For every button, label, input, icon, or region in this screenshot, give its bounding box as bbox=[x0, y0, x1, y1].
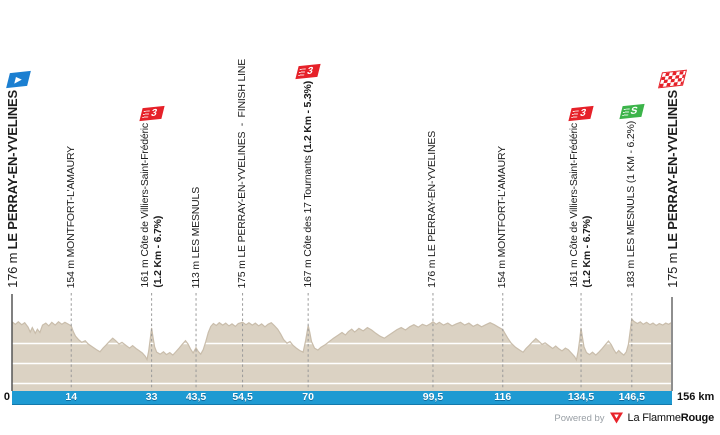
brand-name: La FlammeRouge bbox=[627, 412, 715, 424]
distance-axis-bar: 14 33 43,5 54,5 70 99,5 116 134,5 146,5 bbox=[12, 391, 672, 405]
axis-tick-label: 99,5 bbox=[422, 391, 444, 403]
axis-tick-label: 70 bbox=[302, 391, 314, 403]
axis-tick-label: 43,5 bbox=[185, 391, 207, 403]
axis-end-label: 156 km bbox=[677, 391, 715, 403]
powered-by-label: Powered by bbox=[554, 412, 605, 424]
axis-tick-label: 54,5 bbox=[232, 391, 253, 403]
axis-tick-label: 146,5 bbox=[618, 391, 645, 403]
axis-start-label: 0 bbox=[3, 391, 10, 403]
axis-tick-label: 14 bbox=[65, 391, 78, 403]
axis-tick-label: 116 bbox=[494, 391, 512, 403]
footer-credit: Powered by La FlammeRouge bbox=[554, 412, 714, 424]
axis-tick-label: 33 bbox=[145, 391, 158, 403]
axis-tick-label: 134,5 bbox=[567, 391, 595, 403]
flag-logo-icon bbox=[609, 412, 623, 424]
elevation-outline bbox=[11, 317, 673, 362]
